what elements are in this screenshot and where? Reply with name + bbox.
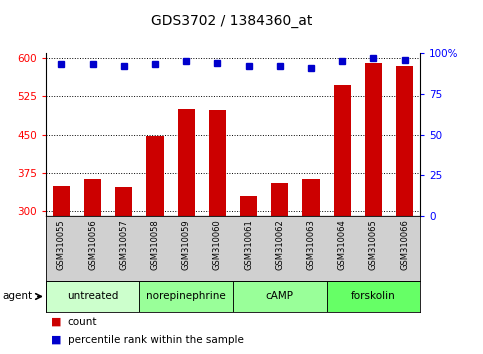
Text: cAMP: cAMP — [266, 291, 294, 302]
Bar — [84, 179, 101, 216]
Bar — [271, 183, 288, 216]
Bar — [140, 281, 233, 312]
Text: GSM310058: GSM310058 — [151, 219, 159, 270]
Bar — [146, 136, 164, 216]
Text: untreated: untreated — [67, 291, 118, 302]
Text: percentile rank within the sample: percentile rank within the sample — [68, 335, 243, 345]
Text: GSM310063: GSM310063 — [307, 219, 315, 270]
Bar — [178, 109, 195, 216]
Text: GSM310057: GSM310057 — [119, 219, 128, 270]
Text: GSM310065: GSM310065 — [369, 219, 378, 270]
Text: GSM310056: GSM310056 — [88, 219, 97, 270]
Bar — [115, 187, 132, 216]
Text: GSM310061: GSM310061 — [244, 219, 253, 270]
Text: GSM310062: GSM310062 — [275, 219, 284, 270]
Text: norepinephrine: norepinephrine — [146, 291, 226, 302]
Text: GSM310060: GSM310060 — [213, 219, 222, 270]
Text: GSM310066: GSM310066 — [400, 219, 409, 270]
Text: ■: ■ — [51, 317, 61, 327]
Bar — [396, 66, 413, 216]
Bar — [53, 187, 70, 216]
Text: forskolin: forskolin — [351, 291, 396, 302]
Bar — [46, 281, 140, 312]
Bar — [327, 281, 420, 312]
Bar — [209, 110, 226, 216]
Bar — [334, 85, 351, 216]
Text: GSM310059: GSM310059 — [182, 219, 191, 270]
Text: ■: ■ — [51, 335, 61, 345]
Text: GSM310055: GSM310055 — [57, 219, 66, 270]
Bar — [365, 63, 382, 216]
Bar — [233, 281, 327, 312]
Text: agent: agent — [2, 291, 32, 302]
Text: count: count — [68, 317, 97, 327]
Text: GDS3702 / 1384360_at: GDS3702 / 1384360_at — [151, 14, 313, 28]
Bar — [240, 195, 257, 216]
Bar — [302, 179, 320, 216]
Text: GSM310064: GSM310064 — [338, 219, 347, 270]
